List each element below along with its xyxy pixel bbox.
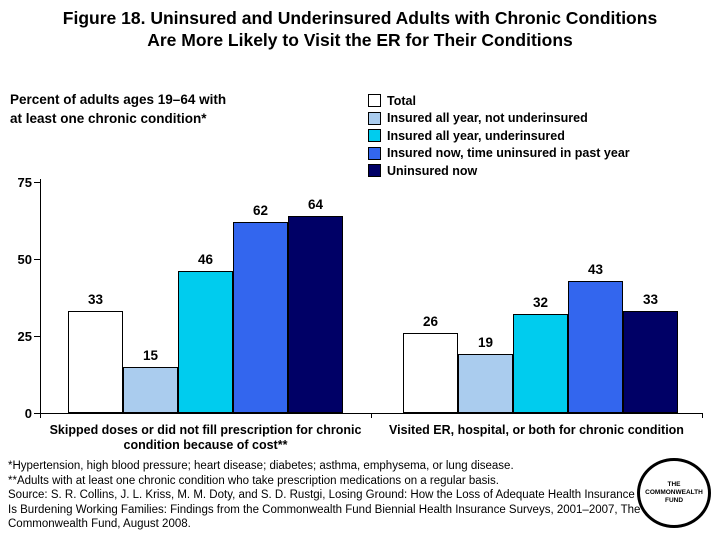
logo-line3: FUND: [664, 497, 684, 504]
figure-title: Figure 18. Uninsured and Underinsured Ad…: [0, 7, 720, 51]
bar-insured-now-time-uninsured-in-past-year: [568, 281, 623, 413]
y-axis-tick: [34, 182, 40, 183]
logo-line2: COMMONWEALTH: [645, 489, 703, 496]
legend-swatch: [368, 129, 381, 143]
figure-title-line1: Figure 18. Uninsured and Underinsured Ad…: [62, 8, 658, 28]
axis-description: Percent of adults ages 19–64 with at lea…: [10, 90, 320, 128]
bar-value-label: 33: [642, 292, 659, 307]
y-axis-tick-label: 75: [17, 175, 32, 190]
y-axis-tick-label: 50: [17, 252, 32, 267]
logo-line1: THE: [667, 481, 681, 488]
bar-insured-all-year-not-underinsured: [123, 367, 178, 413]
axis-description-line2: at least one chronic condition*: [10, 111, 207, 126]
bar-insured-now-time-uninsured-in-past-year: [233, 222, 288, 413]
footnote-1: *Hypertension, high blood pressure; hear…: [8, 460, 514, 472]
footnote-2: **Adults with at least one chronic condi…: [8, 474, 499, 487]
commonwealth-fund-logo-text: THE COMMONWEALTH FUND: [645, 481, 703, 505]
x-axis-tick: [371, 413, 372, 418]
bar-value-label: 33: [87, 292, 104, 307]
chart-legend: Total Insured all year, not underinsured I…: [368, 92, 630, 180]
bar-value-label: 64: [307, 197, 324, 212]
legend-swatch: [368, 94, 381, 108]
legend-item: Insured all year, not underinsured: [368, 110, 630, 128]
y-axis-tick: [34, 336, 40, 337]
legend-swatch: [368, 111, 381, 125]
y-axis-tick: [34, 259, 40, 260]
bar-total: [68, 311, 123, 413]
bar-insured-all-year-not-underinsured: [458, 354, 513, 413]
legend-label: Insured all year, not underinsured: [387, 111, 588, 126]
bar-value-label: 32: [532, 295, 549, 310]
bar-value-label: 19: [477, 335, 494, 350]
bar-uninsured-now: [288, 216, 343, 413]
axis-description-line1: Percent of adults ages 19–64 with: [10, 92, 227, 107]
commonwealth-fund-logo: THE COMMONWEALTH FUND: [637, 458, 711, 528]
y-axis-tick: [34, 413, 40, 414]
footnotes: *Hypertension, high blood pressure; hear…: [8, 459, 642, 532]
bar-value-label: 62: [252, 203, 269, 218]
bar-insured-all-year-underinsured: [178, 271, 233, 413]
y-axis-tick-label: 25: [17, 329, 32, 344]
x-axis-tick: [40, 413, 41, 418]
bar-value-label: 43: [587, 262, 604, 277]
x-axis-tick: [702, 413, 703, 418]
legend-label: Uninsured now: [387, 163, 478, 178]
legend-label: Insured now, time uninsured in past year: [387, 146, 630, 161]
bar-uninsured-now: [623, 311, 678, 413]
legend-item: Insured now, time uninsured in past year: [368, 145, 630, 163]
bar-total: [403, 333, 458, 413]
category-label: Visited ER, hospital, or both for chroni…: [389, 423, 684, 437]
bar-value-label: 26: [422, 314, 439, 329]
legend-item: Total: [368, 92, 630, 110]
bar-value-label: 15: [142, 348, 159, 363]
legend-swatch: [368, 146, 381, 160]
y-axis-tick-label: 0: [24, 406, 32, 421]
category-label: Skipped doses or did not fill prescripti…: [49, 423, 362, 452]
legend-label: Total: [387, 93, 416, 108]
bar-insured-all-year-underinsured: [513, 314, 568, 413]
legend-item: Insured all year, underinsured: [368, 127, 630, 145]
source-note: Source: S. R. Collins, J. L. Kriss, M. M…: [8, 489, 641, 531]
legend-label: Insured all year, underinsured: [387, 128, 565, 143]
figure-title-line2: Are More Likely to Visit the ER for Thei…: [147, 30, 573, 50]
y-axis-line: [40, 179, 41, 414]
bar-value-label: 46: [197, 252, 214, 267]
legend-swatch: [368, 164, 381, 178]
legend-item: Uninsured now: [368, 162, 630, 180]
